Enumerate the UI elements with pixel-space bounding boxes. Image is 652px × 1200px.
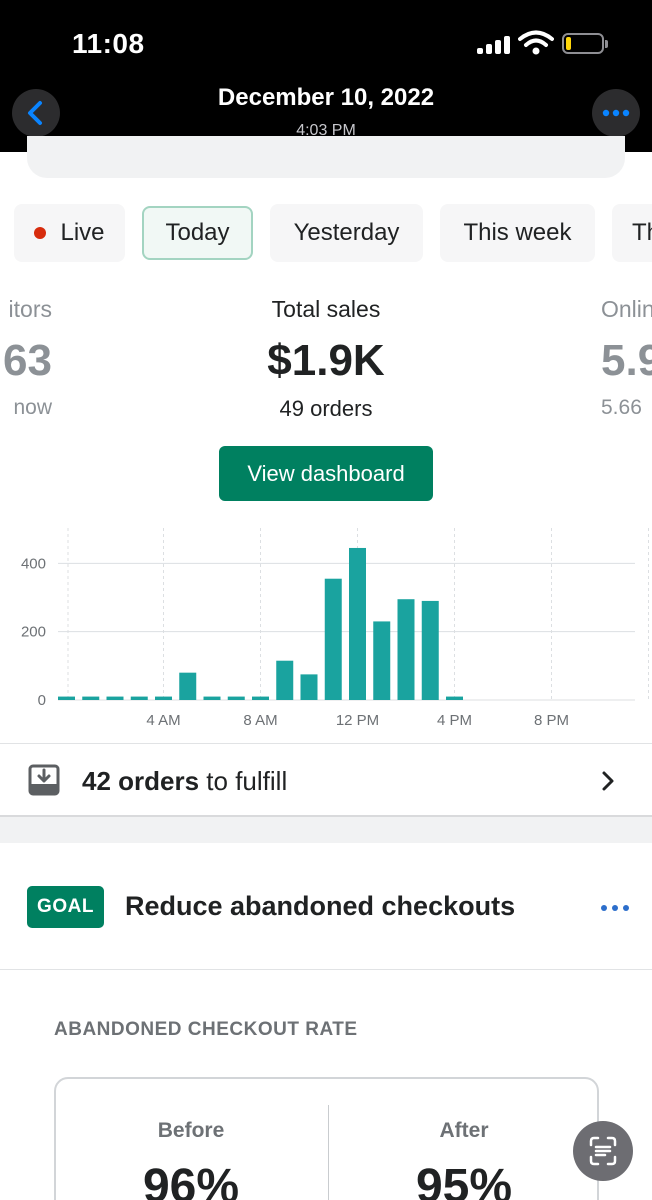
before-label: Before [157,1119,225,1142]
tab-today[interactable]: Today [142,206,253,260]
before-column: Before 96% [56,1119,326,1200]
chart-y-tick-label: 0 [38,692,46,709]
chart-bar [179,672,197,700]
chevron-right-icon [602,771,614,791]
battery-icon [562,33,608,54]
tab-label: This week [463,219,572,246]
chart-bar [82,696,100,700]
tab-label: Today [165,219,230,246]
rate-comparison: Before 96% After 95% [54,1077,599,1200]
chart-x-tick-label: 8 AM [243,712,277,729]
divider [0,969,652,970]
chart-bar [324,578,342,700]
download-tray-icon [28,764,60,796]
column-divider [328,1105,329,1200]
goal-badge: GOAL [27,886,104,928]
tab-label: Th [632,219,652,246]
chart-bar [421,600,439,700]
card-remnant [27,136,625,178]
more-dots-icon[interactable] [600,904,630,912]
chart-bar [397,599,415,700]
chart-bar [300,674,318,700]
chart-bar [373,621,391,700]
metric-visitors[interactable]: itors 63 now [3,296,52,426]
before-value: 96% [142,1160,240,1200]
metric-label: Total sales [271,296,381,322]
section-gap [0,815,652,843]
tab-this-week[interactable]: This week [440,204,595,262]
metric-sub: 5.66 [601,396,642,419]
chart-bar [227,696,245,700]
metric-value: 5.9 [601,336,652,385]
live-dot-icon [34,227,47,239]
chart-bar [349,547,366,700]
more-options-button[interactable] [592,89,640,137]
goal-title: Reduce abandoned checkouts [125,891,516,921]
abandoned-rate-heading: ABANDONED CHECKOUT RATE [54,1019,358,1040]
tab-live[interactable]: Live [14,204,125,262]
chart-bar [446,696,463,700]
chart-bar [155,696,172,700]
tab-partial[interactable]: Th [612,204,652,262]
after-label: After [439,1119,489,1142]
after-value: 95% [415,1160,513,1200]
chart-x-tick-label: 4 PM [437,712,472,729]
metric-total-sales: Total sales $1.9K 49 orders [0,296,652,426]
metric-value: 63 [3,336,52,385]
wifi-icon [518,30,554,55]
back-button[interactable] [12,89,60,137]
chart-y-tick-label: 200 [21,624,46,641]
tab-label: Live [60,219,105,246]
chart-bar [276,660,294,700]
fulfill-rest: to fulfill [199,766,288,796]
orders-to-fulfill-row[interactable]: 42 orders to fulfill [0,743,652,815]
chart-bar [58,696,75,700]
page-subtitle: 4:03 PM [296,122,356,139]
chart-y-tick-label: 400 [21,555,46,572]
chart-x-tick-label: 8 PM [534,712,569,729]
sales-chart: 0 200 400 4 AM 8 AM 12 PM 4 PM 8 PM [21,528,649,729]
tab-yesterday[interactable]: Yesterday [270,204,423,262]
chart-bar [203,696,221,700]
metric-label: itors [8,296,52,322]
live-text-scan-button[interactable] [573,1121,633,1181]
chart-bar [106,696,124,700]
chart-bar [130,696,148,700]
chart-bar [252,696,269,700]
metric-label: Onlin [601,296,652,322]
period-tabs: Live Today Yesterday This week Th [0,204,652,262]
after-column: After 95% [329,1119,599,1200]
metric-online[interactable]: Onlin 5.9 5.66 [601,296,652,426]
more-dots-icon [602,109,630,117]
chart-x-tick-label: 12 PM [336,712,379,729]
status-time: 11:08 [72,28,145,59]
top-bar: 11:08 December 10, 2022 4:03 PM [0,0,652,152]
tab-label: Yesterday [293,219,400,246]
view-dashboard-button[interactable]: View dashboard [219,446,433,501]
chevron-left-icon [28,101,42,125]
fulfill-count: 42 orders [82,766,200,796]
metric-sub: 49 orders [279,396,373,421]
metric-value: $1.9K [267,336,385,385]
fulfill-text: 42 orders to fulfill [82,766,287,797]
cellular-signal-icon [477,36,511,54]
chart-x-tick-label: 4 AM [146,712,180,729]
text-scan-icon [589,1136,617,1166]
metric-sub: now [13,396,52,419]
page-title: December 10, 2022 [217,84,435,111]
